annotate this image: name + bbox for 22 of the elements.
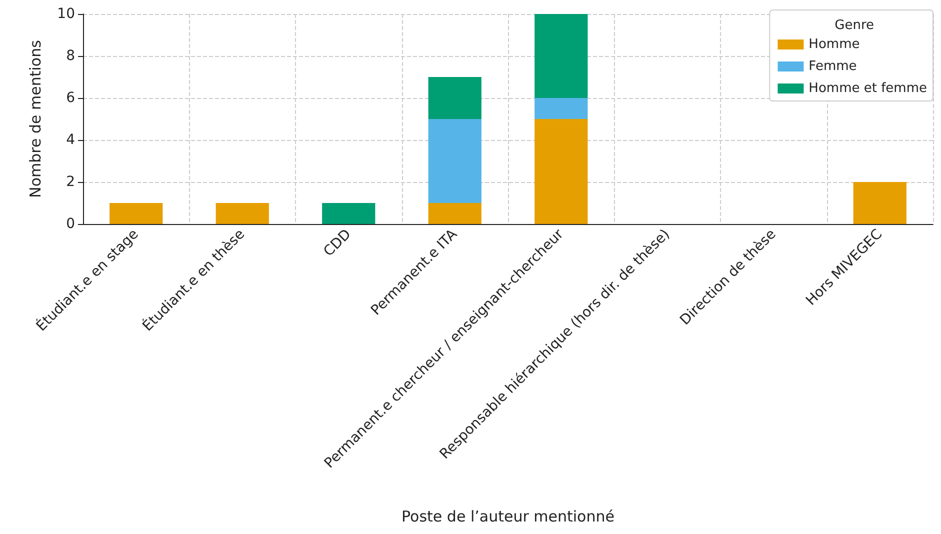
bar	[428, 203, 482, 224]
y-tick-label: 2	[66, 174, 75, 190]
bar	[428, 77, 482, 119]
legend-title: Genre	[834, 18, 874, 33]
bar	[853, 182, 906, 224]
y-axis-title: Nombre de mentions	[26, 40, 44, 198]
bar	[322, 203, 376, 224]
bar	[534, 119, 588, 224]
bar	[110, 203, 163, 224]
bar	[428, 119, 482, 203]
legend-label: Homme et femme	[808, 81, 928, 96]
y-tick-label: 6	[66, 90, 76, 106]
bar	[216, 203, 269, 224]
y-tick-label: 10	[57, 6, 75, 22]
y-tick-label: 0	[66, 216, 75, 232]
legend-label: Homme	[808, 37, 860, 52]
x-axis-title: Poste de l’auteur mentionné	[402, 508, 614, 526]
y-tick-label: 8	[66, 48, 75, 64]
bar	[534, 14, 588, 98]
y-tick-label: 4	[66, 132, 76, 148]
legend-label: Femme	[808, 59, 857, 74]
bar	[534, 98, 588, 119]
